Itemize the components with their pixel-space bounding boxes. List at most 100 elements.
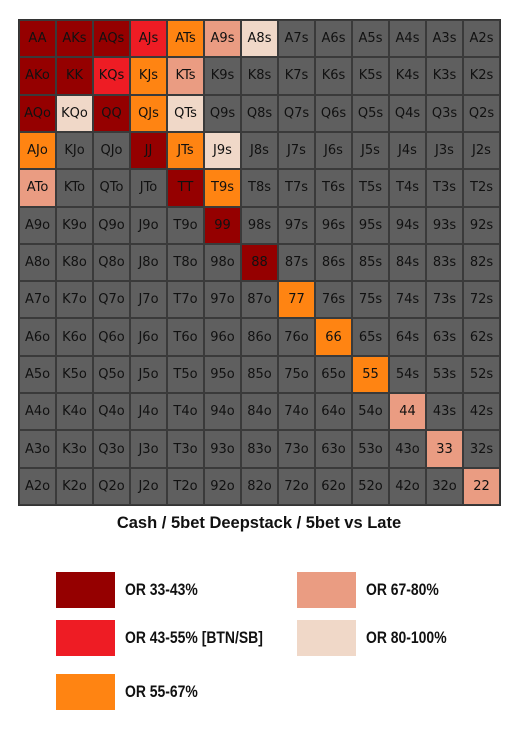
hand-cell-42o: 42o xyxy=(389,467,426,505)
hand-cell-22: 22 xyxy=(463,467,500,505)
hand-cell-ajo: AJo xyxy=(19,131,56,170)
legend-label: OR 43-55% [BTN/SB] xyxy=(125,628,263,647)
hand-cell-kjo: KJo xyxy=(56,131,93,170)
hand-cell-a4s: A4s xyxy=(389,20,426,58)
hand-cell-q5o: Q5o xyxy=(93,355,130,394)
hand-cell-93s: 93s xyxy=(426,206,463,244)
hand-cell-t4s: T4s xyxy=(389,169,426,207)
hand-cell-a9s: A9s xyxy=(204,20,241,58)
hand-cell-k8s: K8s xyxy=(241,57,278,95)
legend-item-or-33-43: OR 33-43% xyxy=(56,572,214,608)
hand-cell-q9o: Q9o xyxy=(93,206,130,244)
hand-cell-q2s: Q2s xyxy=(463,94,500,132)
hand-cell-98o: 98o xyxy=(204,243,241,282)
hand-cell-43s: 43s xyxy=(426,393,463,431)
legend-swatch xyxy=(56,572,115,608)
hand-cell-63o: 63o xyxy=(315,430,352,468)
hand-cell-a8o: A8o xyxy=(19,243,56,282)
hand-cell-94o: 94o xyxy=(204,393,241,431)
range-grid: AA AKs AQs AJs ATs A9s A8s A7s A6s A5s A4s A3s A2s AK… xyxy=(18,19,501,506)
hand-cell-k3o: K3o xyxy=(56,430,93,468)
hand-cell-q7s: Q7s xyxy=(278,94,315,132)
hand-cell-44: 44 xyxy=(389,393,426,431)
hand-cell-jj: JJ xyxy=(130,131,167,170)
hand-cell-64s: 64s xyxy=(389,318,426,356)
hand-cell-j7o: J7o xyxy=(130,281,167,319)
hand-cell-k6o: K6o xyxy=(56,318,93,356)
hand-cell-97s: 97s xyxy=(278,206,315,244)
hand-cell-98s: 98s xyxy=(241,206,278,244)
hand-cell-k5s: K5s xyxy=(352,57,389,95)
hand-cell-j3o: J3o xyxy=(130,430,167,468)
legend-item-or-43-55: OR 43-55% [BTN/SB] xyxy=(56,620,293,656)
legend-item-or-67-80: OR 67-80% xyxy=(297,572,455,608)
legend-label: OR 80-100% xyxy=(366,628,447,647)
hand-cell-65s: 65s xyxy=(352,318,389,356)
hand-cell-72s: 72s xyxy=(463,281,500,319)
hand-cell-54s: 54s xyxy=(389,355,426,394)
hand-cell-85o: 85o xyxy=(241,355,278,394)
hand-cell-k7o: K7o xyxy=(56,281,93,319)
hand-cell-55: 55 xyxy=(352,355,389,394)
hand-cell-66: 66 xyxy=(315,318,352,356)
hand-cell-t7s: T7s xyxy=(278,169,315,207)
hand-cell-j2o: J2o xyxy=(130,467,167,505)
hand-cell-77: 77 xyxy=(278,281,315,319)
hand-cell-99: 99 xyxy=(204,206,241,244)
hand-cell-92o: 92o xyxy=(204,467,241,505)
hand-cell-j9o: J9o xyxy=(130,206,167,244)
hand-cell-75s: 75s xyxy=(352,281,389,319)
hand-cell-a7s: A7s xyxy=(278,20,315,58)
hand-cell-q6s: Q6s xyxy=(315,94,352,132)
hand-cell-q9s: Q9s xyxy=(204,94,241,132)
hand-cell-t9s: T9s xyxy=(204,169,241,207)
hand-cell-k4s: K4s xyxy=(389,57,426,95)
hand-cell-q2o: Q2o xyxy=(93,467,130,505)
hand-cell-q3o: Q3o xyxy=(93,430,130,468)
hand-cell-a4o: A4o xyxy=(19,393,56,431)
hand-cell-62s: 62s xyxy=(463,318,500,356)
hand-cell-aks: AKs xyxy=(56,20,93,58)
hand-cell-95o: 95o xyxy=(204,355,241,394)
hand-cell-32s: 32s xyxy=(463,430,500,468)
legend-swatch xyxy=(297,620,356,656)
hand-cell-t9o: T9o xyxy=(167,206,204,244)
hand-cell-t3s: T3s xyxy=(426,169,463,207)
hand-cell-62o: 62o xyxy=(315,467,352,505)
hand-cell-j4o: J4o xyxy=(130,393,167,431)
legend-item-or-80-100: OR 80-100% xyxy=(297,620,464,656)
hand-cell-t6o: T6o xyxy=(167,318,204,356)
hand-cell-t7o: T7o xyxy=(167,281,204,319)
hand-cell-a6o: A6o xyxy=(19,318,56,356)
legend-label: OR 33-43% xyxy=(125,580,198,599)
hand-cell-86o: 86o xyxy=(241,318,278,356)
hand-cell-87o: 87o xyxy=(241,281,278,319)
hand-cell-83o: 83o xyxy=(241,430,278,468)
hand-cell-84s: 84s xyxy=(389,243,426,282)
hand-cell-j7s: J7s xyxy=(278,131,315,170)
hand-cell-j4s: J4s xyxy=(389,131,426,170)
hand-cell-43o: 43o xyxy=(389,430,426,468)
hand-cell-42s: 42s xyxy=(463,393,500,431)
hand-cell-84o: 84o xyxy=(241,393,278,431)
hand-cell-j5s: J5s xyxy=(352,131,389,170)
hand-cell-jts: JTs xyxy=(167,131,204,170)
hand-cell-a5o: A5o xyxy=(19,355,56,394)
hand-cell-kjs: KJs xyxy=(130,57,167,95)
hand-cell-t5s: T5s xyxy=(352,169,389,207)
hand-cell-95s: 95s xyxy=(352,206,389,244)
hand-cell-97o: 97o xyxy=(204,281,241,319)
hand-cell-76s: 76s xyxy=(315,281,352,319)
hand-cell-j6s: J6s xyxy=(315,131,352,170)
hand-cell-t5o: T5o xyxy=(167,355,204,394)
hand-cell-a5s: A5s xyxy=(352,20,389,58)
hand-cell-q5s: Q5s xyxy=(352,94,389,132)
hand-cell-a2s: A2s xyxy=(463,20,500,58)
hand-cell-a8s: A8s xyxy=(241,20,278,58)
hand-cell-j8s: J8s xyxy=(241,131,278,170)
hand-cell-q4s: Q4s xyxy=(389,94,426,132)
hand-cell-qts: QTs xyxy=(167,94,204,132)
hand-cell-76o: 76o xyxy=(278,318,315,356)
hand-cell-53s: 53s xyxy=(426,355,463,394)
hand-cell-qjo: QJo xyxy=(93,131,130,170)
